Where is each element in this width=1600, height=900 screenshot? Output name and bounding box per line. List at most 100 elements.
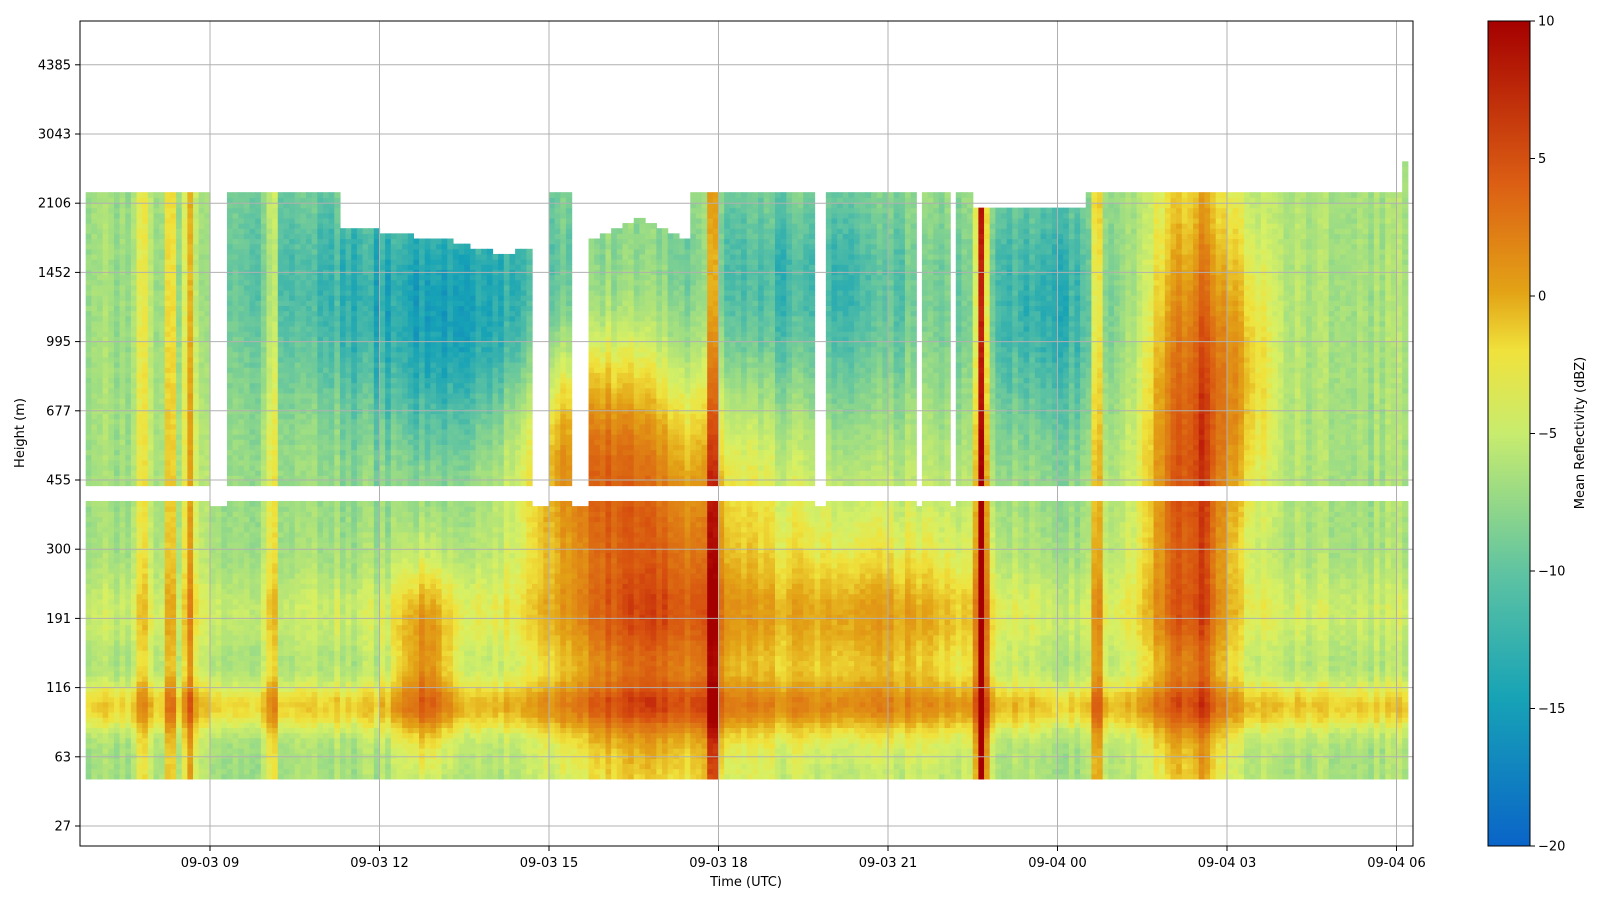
- heatmap-cell: [306, 742, 313, 749]
- heatmap-cell: [238, 583, 245, 590]
- heatmap-cell: [345, 521, 352, 528]
- heatmap-cell: [306, 573, 313, 579]
- heatmap-cell: [91, 624, 98, 631]
- heatmap-cell: [226, 439, 234, 445]
- heatmap-cell: [142, 233, 149, 240]
- heatmap-cell: [108, 223, 115, 229]
- heatmap-cell: [311, 593, 318, 600]
- heatmap-cell: [159, 619, 166, 626]
- heatmap-cell: [130, 382, 138, 389]
- heatmap-cell: [130, 367, 138, 373]
- heatmap-cell: [136, 711, 143, 718]
- heatmap-cell: [266, 547, 273, 554]
- heatmap-cell: [311, 202, 318, 209]
- heatmap-cell: [176, 217, 183, 224]
- heatmap-cell: [334, 372, 341, 379]
- heatmap-cell: [345, 675, 352, 682]
- heatmap-cell: [187, 619, 194, 626]
- heatmap-cell: [119, 253, 126, 260]
- heatmap-cell: [97, 413, 104, 420]
- heatmap-cell: [176, 439, 183, 445]
- heatmap-cell: [323, 686, 330, 692]
- heatmap-cell: [300, 264, 307, 270]
- heatmap-cell: [311, 444, 318, 451]
- heatmap-cell: [255, 686, 262, 692]
- heatmap-cell: [176, 511, 183, 518]
- heatmap-cell: [249, 536, 256, 543]
- heatmap-cell: [153, 475, 160, 481]
- heatmap-cell: [119, 727, 126, 734]
- heatmap-cell: [153, 434, 160, 440]
- heatmap-cell: [187, 686, 194, 692]
- heatmap-cell: [255, 573, 262, 579]
- heatmap-cell: [130, 521, 138, 528]
- heatmap-cell: [249, 717, 256, 723]
- heatmap-cell: [255, 639, 262, 646]
- heatmap-cell: [311, 331, 318, 337]
- heatmap-cell: [198, 598, 205, 605]
- heatmap-cell: [272, 619, 279, 626]
- heatmap-cell: [221, 562, 228, 569]
- heatmap-cell: [170, 619, 177, 626]
- heatmap-cell: [272, 737, 279, 744]
- heatmap-cell: [294, 428, 301, 435]
- heatmap-cell: [153, 650, 160, 656]
- heatmap-cell: [136, 526, 143, 533]
- heatmap-cell: [204, 331, 211, 337]
- heatmap-cell: [232, 665, 239, 672]
- heatmap-cell: [311, 295, 318, 301]
- heatmap-cell: [210, 562, 217, 569]
- heatmap-cell: [193, 665, 200, 672]
- heatmap-cell: [311, 670, 318, 677]
- heatmap-cell: [232, 598, 239, 605]
- heatmap-cell: [277, 706, 285, 713]
- heatmap-cell: [102, 387, 109, 394]
- heatmap-cell: [176, 521, 183, 528]
- heatmap-cell: [323, 192, 330, 198]
- heatmap-cell: [153, 500, 160, 507]
- heatmap-cell: [125, 259, 132, 265]
- heatmap-cell: [317, 228, 324, 234]
- heatmap-cell: [232, 454, 239, 461]
- heatmap-cell: [300, 444, 307, 451]
- heatmap-cell: [249, 773, 256, 780]
- heatmap-cell: [102, 711, 109, 718]
- heatmap-cell: [266, 701, 273, 708]
- heatmap-cell: [108, 573, 115, 579]
- heatmap-cell: [153, 351, 160, 358]
- heatmap-cell: [204, 423, 211, 430]
- heatmap-cell: [187, 470, 194, 476]
- heatmap-cell: [294, 763, 301, 770]
- heatmap-cell: [85, 233, 92, 240]
- heatmap-cell: [339, 367, 347, 373]
- heatmap-cell: [334, 511, 341, 518]
- heatmap-cell: [147, 274, 155, 281]
- heatmap-cell: [130, 336, 138, 343]
- heatmap-cell: [193, 387, 200, 394]
- heatmap-cell: [119, 192, 126, 198]
- heatmap-cell: [108, 758, 115, 765]
- heatmap-cell: [181, 192, 188, 198]
- heatmap-cell: [108, 274, 115, 281]
- heatmap-cell: [249, 727, 256, 734]
- heatmap-cell: [260, 578, 268, 584]
- heatmap-cell: [136, 392, 143, 399]
- heatmap-cell: [102, 634, 109, 641]
- heatmap-cell: [164, 454, 172, 461]
- heatmap-cell: [226, 475, 234, 481]
- heatmap-cell: [187, 475, 194, 481]
- heatmap-cell: [232, 387, 239, 394]
- heatmap-cell: [153, 459, 160, 466]
- heatmap-cell: [266, 562, 273, 569]
- heatmap-cell: [243, 567, 251, 574]
- heatmap-cell: [272, 650, 279, 656]
- heatmap-cell: [294, 536, 301, 543]
- heatmap-cell: [306, 305, 313, 312]
- heatmap-cell: [204, 192, 211, 198]
- heatmap-cell: [187, 382, 194, 389]
- heatmap-cell: [249, 398, 256, 404]
- heatmap-cell: [249, 629, 256, 636]
- heatmap-cell: [328, 253, 335, 260]
- heatmap-cell: [193, 228, 200, 234]
- heatmap-cell: [266, 609, 273, 615]
